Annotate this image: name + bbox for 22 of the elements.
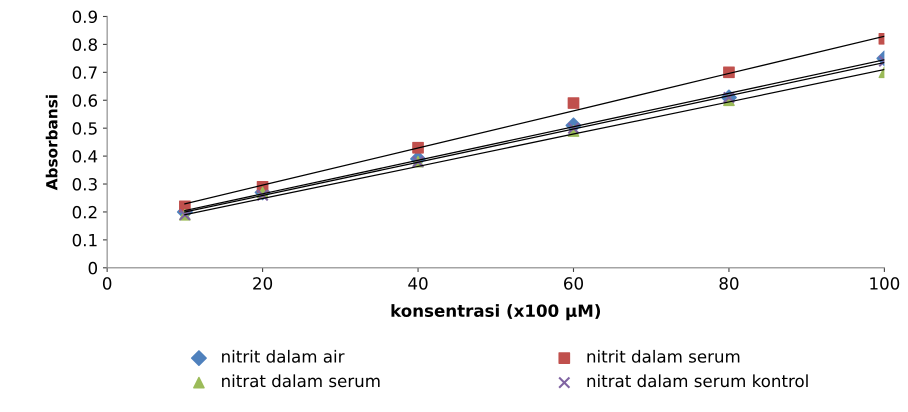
legend-label: nitrat dalam serum kontrol [587,374,808,388]
x-tick-label: 60 [564,277,583,290]
y-tick-label: 0.9 [72,10,97,24]
y-tick-label: 0 [88,262,98,274]
y-tick-label: 0.4 [72,150,98,163]
x-axis-title: konsentrasi (x100 µM) [392,304,600,320]
y-tick-label: 0.8 [72,38,97,51]
y-tick-label: 0.5 [72,122,97,135]
x-tick-label: 0 [102,277,112,290]
legend-label: nitrit dalam serum [587,350,740,363]
y-tick-label: 0.2 [72,206,96,219]
x-tick-label: 40 [408,277,428,290]
y-tick-label: 0.7 [72,66,97,79]
x-tick-label: 100 [870,277,900,290]
x-tick-label: 80 [719,277,738,290]
legend-label: nitrat dalam serum [222,374,380,388]
legend-label: nitrit dalam air [222,350,344,363]
y-tick-label: 0.1 [72,234,97,246]
x-tick-label: 20 [253,277,272,290]
y-tick-label: 0.6 [72,94,98,107]
y-axis-title: Absorbansi [46,95,58,190]
y-tick-label: 0.3 [72,178,97,191]
